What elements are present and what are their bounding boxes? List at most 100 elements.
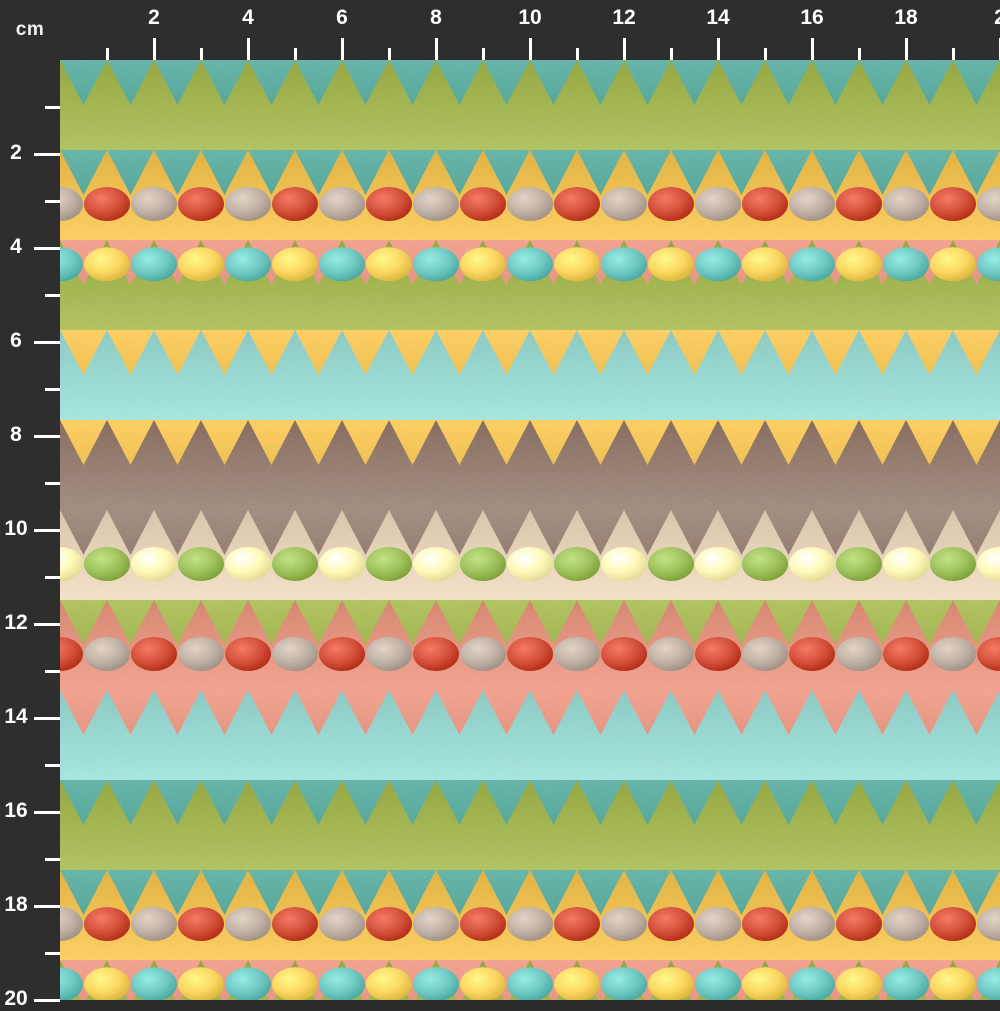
pattern-dot [930,967,976,1000]
pattern-dot [554,247,600,282]
pattern-dot [319,907,365,941]
pattern-dot [131,547,177,581]
pattern-dot [648,637,694,671]
pattern-dot [601,637,647,671]
triangle-pattern [60,60,1000,1000]
fabric-swatch[interactable] [60,60,1000,1000]
tick-minor-h [764,48,767,60]
tick-minor-v [45,576,60,579]
tick-label-h: 8 [430,6,442,29]
pattern-dot [225,187,271,221]
pattern-dot [413,907,459,941]
pattern-dot [84,547,130,581]
pattern-dot [460,547,506,581]
tick-major-v [34,811,60,814]
tick-minor-h [106,48,109,60]
pattern-dot [507,547,553,581]
pattern-dot [84,967,130,1000]
pattern-dot [84,187,130,221]
tick-major-v [34,153,60,156]
pattern-dot [131,187,177,221]
pattern-dot [648,967,694,1000]
pattern-dot [742,187,788,221]
ruler-horizontal[interactable] [0,0,1000,60]
tick-label-h: 14 [706,6,730,29]
tick-minor-v [45,200,60,203]
pattern-dot [225,907,271,941]
pattern-dot [507,907,553,941]
tick-label-h: 6 [336,6,348,29]
pattern-dot [601,907,647,941]
pattern-dot [836,187,882,221]
pattern-dot [319,547,365,581]
pattern-dot [413,637,459,671]
pattern-dot [225,967,271,1000]
ruler-vertical[interactable] [0,0,60,1000]
tick-label-v: 2 [10,141,22,164]
pattern-dot [930,547,976,581]
pattern-dot [131,247,177,282]
pattern-dot [366,907,412,941]
pattern-dot [131,967,177,1000]
pattern-dot [930,247,976,282]
pattern-dot [272,547,318,581]
pattern-dot [460,187,506,221]
pattern-dot [695,637,741,671]
pattern-dot [319,247,365,282]
pattern-dot [836,247,882,282]
tick-minor-v [45,952,60,955]
pattern-dot [272,907,318,941]
pattern-dot [883,637,929,671]
tick-minor-h [388,48,391,60]
pattern-dot [789,637,835,671]
tick-minor-v [45,388,60,391]
pattern-dot [131,637,177,671]
pattern-dot [789,547,835,581]
pattern-dot [836,547,882,581]
pattern-dot [178,907,224,941]
tick-label-v: 12 [4,611,28,634]
pattern-dot [742,637,788,671]
pattern-dot [413,547,459,581]
pattern-dot [883,247,929,282]
pattern-dot [742,247,788,282]
pattern-dot [178,547,224,581]
pattern-dot [883,547,929,581]
pattern-dot [319,187,365,221]
pattern-dot [742,547,788,581]
pattern-dot [413,967,459,1000]
pattern-dot [601,547,647,581]
tick-minor-v [45,858,60,861]
pattern-dot [648,907,694,941]
pattern-dot [554,187,600,221]
pattern-dot [272,637,318,671]
tick-minor-v [45,482,60,485]
tick-minor-v [45,106,60,109]
pattern-dot [695,187,741,221]
tick-label-v: 10 [4,517,28,540]
pattern-dot [789,187,835,221]
pattern-dot [319,637,365,671]
pattern-dot [742,907,788,941]
pattern-dot [695,547,741,581]
pattern-dot [883,967,929,1000]
tick-label-h: 2 [975,6,1000,30]
tick-major-v [34,247,60,250]
tick-label-h: 2 [148,6,160,29]
pattern-dot [554,967,600,1000]
tick-major-h [905,38,908,60]
pattern-dot [648,247,694,282]
pattern-dot [366,637,412,671]
tick-minor-v [45,670,60,673]
pattern-dot [789,247,835,282]
tick-major-h [341,38,344,60]
pattern-dot [789,907,835,941]
pattern-dot [84,247,130,282]
pattern-dot [272,967,318,1000]
tick-minor-v [45,294,60,297]
pattern-dot [366,247,412,282]
tick-minor-h [670,48,673,60]
pattern-dot [836,637,882,671]
pattern-dot [836,967,882,1000]
pattern-dot [554,907,600,941]
